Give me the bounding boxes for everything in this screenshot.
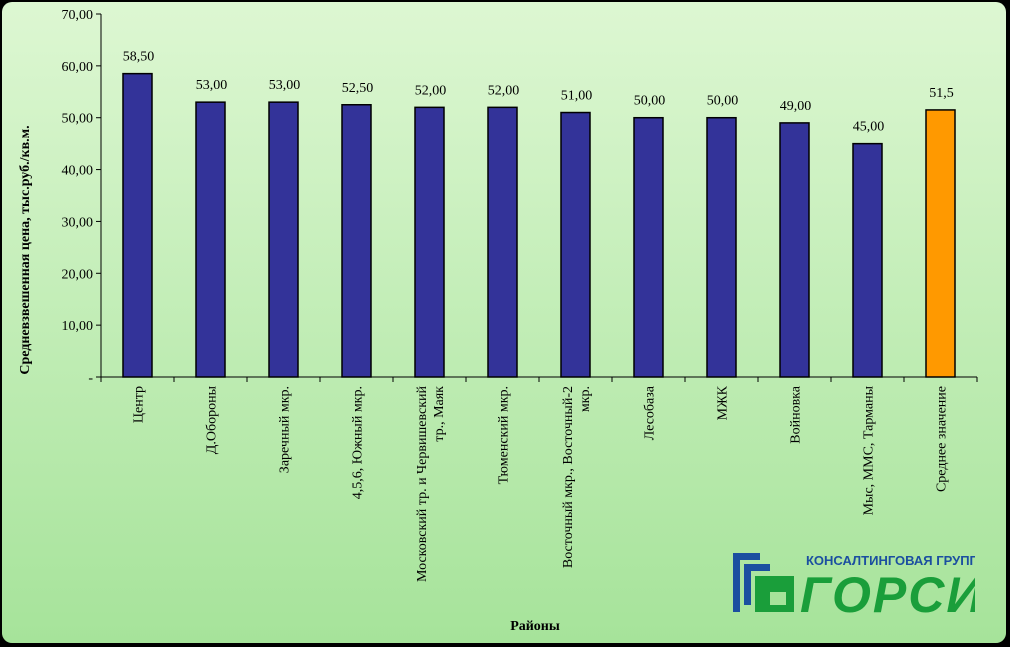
bar [487, 106, 518, 378]
data-label: 52,00 [488, 83, 520, 98]
y-tick-label: 50,00 [62, 112, 94, 127]
bar [925, 109, 956, 378]
x-tick-label: Среднее значение [935, 386, 950, 492]
bar [706, 116, 737, 378]
logo-caption: КОНСАЛТИНГОВАЯ ГРУППА [806, 553, 975, 568]
data-label: 58,50 [123, 50, 155, 65]
gorsi-logo: КОНСАЛТИНГОВАЯ ГРУППА ГОРСИ [733, 553, 975, 618]
x-tick-label-group: Восточный мкр., Восточный-2 мкр. [561, 386, 593, 568]
y-tick-label: 70,00 [62, 8, 94, 23]
x-tick-label: МЖК [716, 385, 731, 420]
x-tick-label-group: Войновка [789, 385, 804, 444]
data-label: 53,00 [269, 78, 301, 93]
x-tick-label-group: Заречный мкр. [278, 386, 293, 473]
x-tick-label: Лесобаза [643, 385, 658, 440]
data-label: 51,5 [929, 86, 954, 101]
data-label: 49,00 [780, 99, 812, 114]
x-tick-label: мкр. [578, 386, 593, 412]
data-label: 51,00 [561, 89, 593, 104]
bar [414, 106, 445, 378]
x-tick-label: Войновка [789, 385, 804, 444]
logo-mark-icon [733, 553, 794, 612]
x-tick-label: Центр [132, 386, 147, 423]
y-tick-label: 40,00 [62, 164, 94, 179]
data-label: 45,00 [853, 120, 885, 135]
bar [633, 116, 664, 378]
x-tick-label-group: Д.Обороны [205, 385, 220, 454]
x-tick-label: Заречный мкр. [278, 386, 293, 473]
data-label: 53,00 [196, 78, 228, 93]
x-tick-label: тр., Маяк [432, 386, 447, 442]
bar [268, 101, 299, 378]
x-tick-label-group: Центр [132, 386, 147, 423]
x-tick-label: Мыс, ММС, Тарманы [862, 385, 877, 515]
x-tick-label-group: Мыс, ММС, Тарманы [862, 385, 877, 515]
x-tick-label: Тюменский мкр. [497, 386, 512, 484]
x-tick-label: Московский тр. и Червишевский [415, 385, 430, 582]
bar [560, 111, 591, 378]
y-tick-label: 60,00 [62, 60, 94, 75]
bar [779, 122, 810, 378]
y-tick-label: 30,00 [62, 215, 94, 230]
x-tick-label-group: Московский тр. и Червишевский тр., Маяк [415, 385, 447, 582]
x-axis-label: Районы [510, 619, 560, 634]
x-tick-label-group: 4,5,6, Южный мкр. [351, 386, 366, 499]
x-tick-label: Восточный мкр., Восточный-2 [561, 386, 576, 568]
x-tick-label-group: Лесобаза [643, 385, 658, 440]
bar [852, 142, 883, 378]
x-tick-label: Д.Обороны [205, 385, 220, 454]
bar [122, 72, 153, 378]
y-axis-label: Средневзвешенная цена, тыс.руб./кв.м. [18, 125, 33, 374]
x-tick-label: 4,5,6, Южный мкр. [351, 386, 366, 499]
data-label: 50,00 [707, 94, 739, 109]
y-tick-label: 10,00 [62, 319, 94, 334]
x-tick-label-group: МЖК [716, 385, 731, 420]
y-tick-label: 20,00 [62, 267, 94, 282]
x-tick-label-group: Среднее значение [935, 386, 950, 492]
data-label: 50,00 [634, 94, 666, 109]
bar [195, 101, 226, 378]
logo-wordmark: ГОРСИ [800, 567, 975, 618]
bar [341, 104, 372, 378]
data-label: 52,50 [342, 81, 374, 96]
x-tick-label-group: Тюменский мкр. [497, 386, 512, 484]
data-label: 52,00 [415, 83, 447, 98]
y-tick-label: - [88, 371, 93, 386]
